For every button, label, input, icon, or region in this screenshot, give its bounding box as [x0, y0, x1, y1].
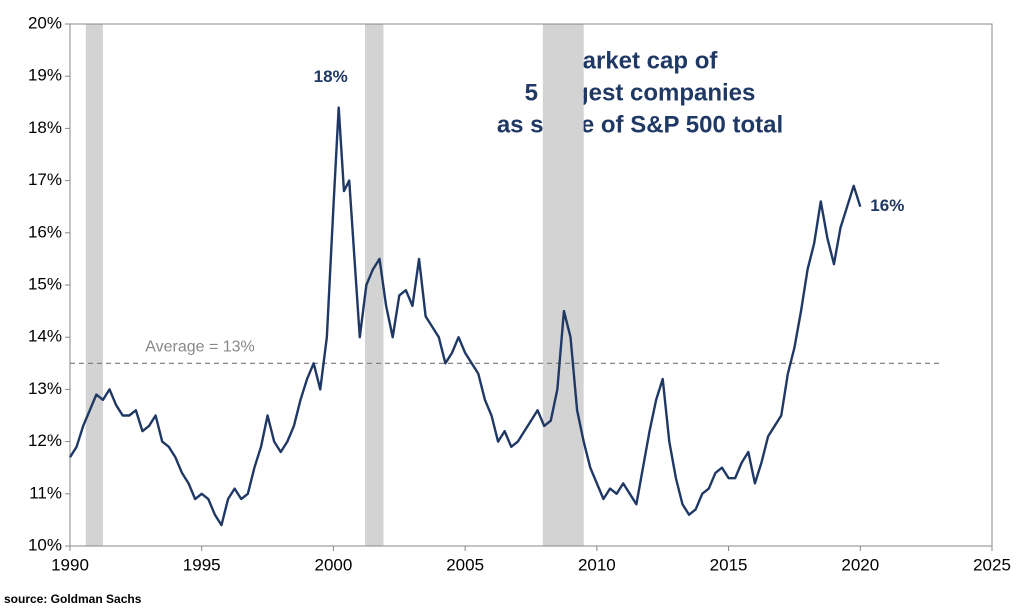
y-tick-label: 18%: [28, 118, 62, 137]
y-tick-label: 16%: [28, 222, 62, 241]
recession-band: [365, 24, 384, 546]
y-tick-label: 20%: [28, 13, 62, 32]
y-tick-label: 17%: [28, 170, 62, 189]
y-tick-label: 11%: [29, 483, 62, 502]
y-tick-label: 13%: [28, 379, 62, 398]
x-tick-label: 1995: [183, 555, 221, 574]
y-tick-label: 14%: [28, 327, 62, 346]
average-label: Average = 13%: [145, 339, 255, 356]
x-tick-label: 2010: [578, 555, 616, 574]
peak-label: 18%: [314, 67, 348, 86]
x-tick-label: 2025: [973, 555, 1011, 574]
y-tick-label: 10%: [28, 535, 62, 554]
x-tick-label: 2020: [841, 555, 879, 574]
x-tick-label: 1990: [51, 555, 89, 574]
x-tick-label: 2005: [446, 555, 484, 574]
x-tick-label: 2015: [710, 555, 748, 574]
recession-band: [542, 24, 584, 546]
data-line: [68, 106, 862, 527]
source: source: Goldman Sachs: [4, 592, 142, 606]
chart-title: Market cap of: [563, 47, 719, 74]
y-tick-label: 12%: [28, 431, 62, 450]
chart-title: as share of S&P 500 total: [497, 111, 783, 138]
end-label: 16%: [870, 196, 904, 215]
recession-band: [85, 24, 103, 546]
y-tick-label: 19%: [28, 66, 62, 85]
x-tick-label: 2000: [315, 555, 353, 574]
y-tick-label: 15%: [28, 274, 62, 293]
